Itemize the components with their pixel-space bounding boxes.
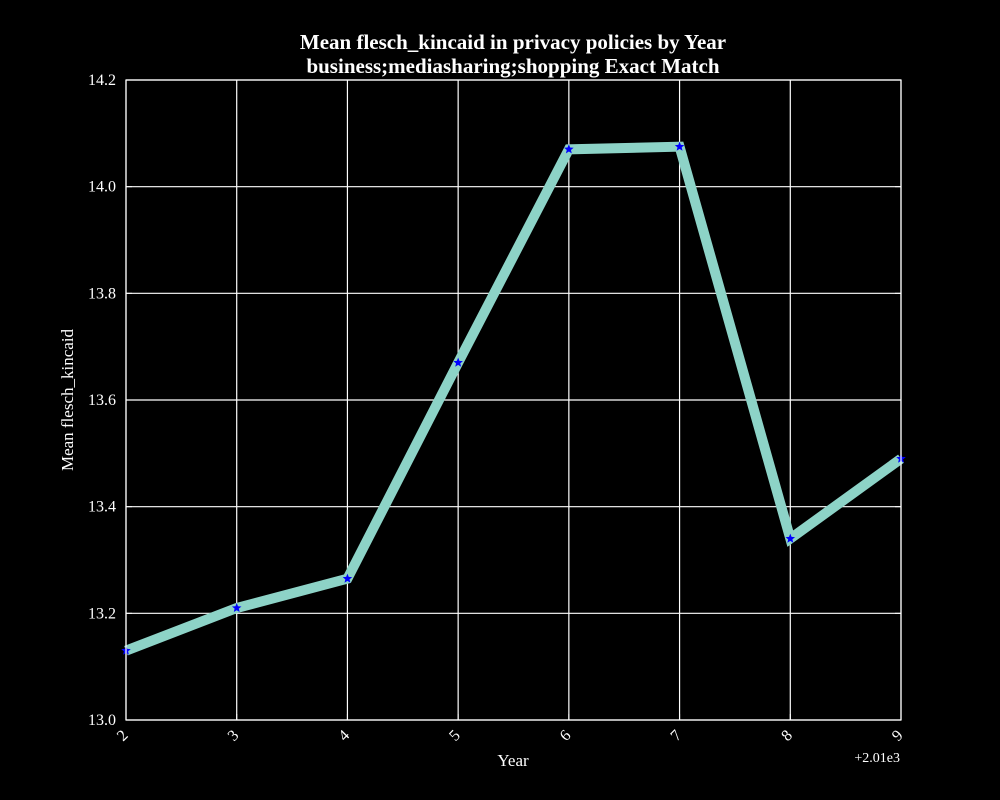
data-point-star [231, 603, 242, 613]
x-tick-label: 5 [446, 727, 464, 745]
y-tick-label: 13.2 [88, 605, 116, 622]
y-axis-label: Mean flesch_kincaid [58, 328, 77, 471]
x-axis-label: Year [497, 751, 529, 770]
x-tick-label: 8 [778, 727, 796, 745]
data-point-star [564, 144, 574, 154]
data-point-star [453, 357, 463, 367]
data-point-star [342, 573, 353, 583]
chart-title: Mean flesch_kincaid in privacy policies … [300, 30, 726, 54]
x-tick-label: 7 [668, 727, 686, 745]
y-tick-label: 14.0 [88, 179, 116, 196]
series-line [124, 141, 904, 656]
x-tick-label: 4 [335, 727, 353, 745]
y-tick-label: 13.4 [88, 499, 116, 516]
data-point-star [785, 533, 796, 543]
x-offset-label: +2.01e3 [854, 751, 900, 766]
x-tick-label: 3 [225, 727, 243, 745]
y-tick-label: 13.0 [88, 712, 116, 729]
x-tick-label: 6 [557, 727, 575, 745]
data-point-star [674, 141, 685, 151]
x-tick-label: 2 [114, 727, 132, 745]
y-axis-ticks: 13.0 13.2 13.4 13.6 13.8 14.0 14.2 [88, 72, 901, 729]
x-tick-label: 9 [889, 727, 907, 745]
chart-subtitle: business;mediasharing;shopping Exact Mat… [306, 54, 719, 78]
series-layer [124, 141, 904, 656]
y-tick-label: 13.6 [88, 392, 116, 409]
y-tick-label: 13.8 [88, 285, 116, 302]
y-tick-label: 14.2 [88, 72, 116, 89]
